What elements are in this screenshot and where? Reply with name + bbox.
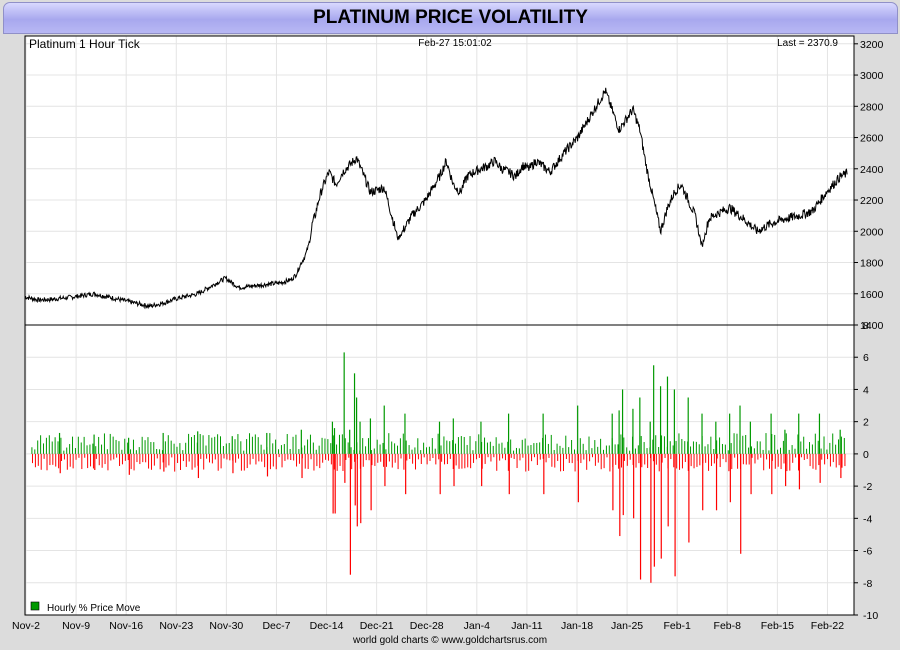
vol-tick-label: -6 bbox=[863, 546, 872, 558]
x-tick-label: Dec-14 bbox=[310, 620, 344, 632]
price-tick-label: 3200 bbox=[860, 39, 884, 51]
price-tick-label: 3000 bbox=[860, 70, 884, 82]
x-tick-label: Jan-4 bbox=[464, 620, 490, 632]
x-tick-label: Nov-2 bbox=[12, 620, 40, 632]
x-tick-label: Dec-7 bbox=[262, 620, 290, 632]
price-tick-label: 1800 bbox=[860, 258, 884, 270]
x-tick-label: Feb-15 bbox=[761, 620, 794, 632]
volatility-panel bbox=[31, 352, 846, 583]
axes-layer: Nov-2 Nov-9 Nov-16 Nov-23 Nov-30 Dec-7 Dec-14 D… bbox=[12, 35, 884, 632]
legend-label: Hourly % Price Move bbox=[47, 603, 141, 614]
page-title: PLATINUM PRICE VOLATILITY bbox=[3, 2, 898, 34]
x-tick-label: Jan-25 bbox=[611, 620, 643, 632]
x-tick-label: Jan-18 bbox=[561, 620, 593, 632]
chart-timestamp: Feb-27 15:01:02 bbox=[418, 38, 492, 49]
x-tick-label: Nov-30 bbox=[209, 620, 243, 632]
vol-tick-label: 4 bbox=[863, 384, 869, 396]
price-panel bbox=[24, 87, 848, 310]
x-tick-label: Dec-21 bbox=[360, 620, 394, 632]
price-tick-label: 2400 bbox=[860, 164, 884, 176]
price-tick-label: 2200 bbox=[860, 195, 884, 207]
legend-swatch bbox=[30, 601, 40, 611]
vol-tick-label: -4 bbox=[863, 513, 872, 525]
x-tick-label: Dec-28 bbox=[410, 620, 444, 632]
price-tick-label: 2800 bbox=[860, 101, 884, 113]
price-tick-label: 2600 bbox=[860, 133, 884, 145]
vol-tick-label: -10 bbox=[863, 610, 878, 622]
price-tick-label: 1400 bbox=[860, 320, 884, 332]
x-tick-label: Feb-22 bbox=[811, 620, 844, 632]
vol-tick-label: 2 bbox=[863, 417, 869, 429]
vol-tick-label: -2 bbox=[863, 481, 872, 493]
vol-tick-label: -8 bbox=[863, 578, 872, 590]
x-tick-label: Feb-1 bbox=[663, 620, 691, 632]
price-series-line bbox=[24, 87, 848, 310]
footer-credit: world gold charts © www.goldchartsrus.co… bbox=[352, 635, 547, 646]
vol-tick-label: 6 bbox=[863, 352, 869, 364]
x-tick-label: Feb-8 bbox=[714, 620, 742, 632]
last-price-label: Last = 2370.9 bbox=[777, 38, 838, 49]
x-tick-label: Nov-9 bbox=[62, 620, 90, 632]
price-tick-label: 2000 bbox=[860, 226, 884, 238]
x-tick-label: Nov-23 bbox=[159, 620, 193, 632]
x-tick-label: Jan-11 bbox=[511, 620, 542, 632]
vol-tick-label: 8 bbox=[863, 320, 869, 332]
chart-subtitle: Platinum 1 Hour Tick bbox=[29, 37, 141, 51]
x-tick-label: Nov-16 bbox=[109, 620, 143, 632]
price-tick-label: 1600 bbox=[860, 289, 884, 301]
vol-tick-label: 0 bbox=[863, 449, 869, 461]
